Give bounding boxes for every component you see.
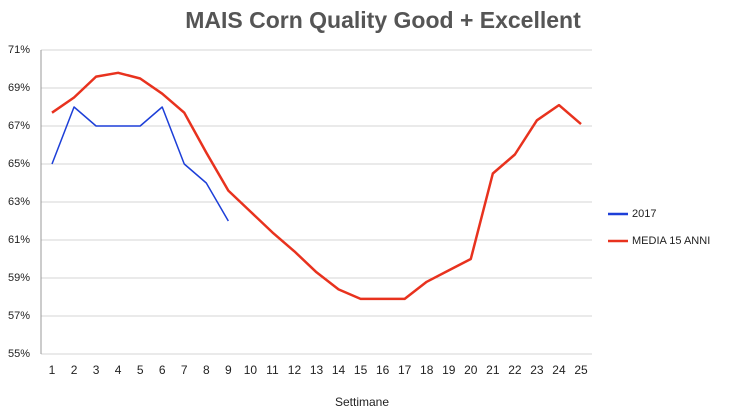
x-tick-label: 2 xyxy=(71,363,78,377)
series-line xyxy=(51,71,582,301)
y-tick-label: 65% xyxy=(8,158,30,170)
x-tick-label: 20 xyxy=(464,363,478,377)
x-tick-label: 12 xyxy=(288,363,302,377)
x-tick-label: 17 xyxy=(398,363,412,377)
x-tick-label: 18 xyxy=(420,363,434,377)
y-tick-label: 55% xyxy=(8,348,30,360)
x-tick-label: 21 xyxy=(486,363,500,377)
x-tick-label: 15 xyxy=(354,363,368,377)
x-tick-label: 6 xyxy=(159,363,166,377)
legend-label: 2017 xyxy=(632,208,656,220)
x-tick-label: 14 xyxy=(332,363,346,377)
y-tick-label: 59% xyxy=(8,272,30,284)
y-tick-label: 63% xyxy=(8,196,30,208)
x-tick-label: 24 xyxy=(552,363,566,377)
x-tick-label: 16 xyxy=(376,363,390,377)
x-tick-label: 11 xyxy=(266,363,279,377)
y-tick-label: 71% xyxy=(8,44,30,56)
series-line xyxy=(51,106,229,222)
x-tick-label: 10 xyxy=(244,363,258,377)
x-tick-label: 4 xyxy=(115,363,122,377)
y-tick-label: 61% xyxy=(8,234,30,246)
x-tick-label: 19 xyxy=(442,363,456,377)
x-tick-label: 23 xyxy=(530,363,544,377)
x-tick-label: 3 xyxy=(93,363,100,377)
x-tick-label: 9 xyxy=(225,363,232,377)
x-tick-label: 22 xyxy=(508,363,522,377)
legend-label: MEDIA 15 ANNI xyxy=(632,235,710,247)
chart-title: MAIS Corn Quality Good + Excellent xyxy=(185,7,581,33)
x-tick-label: 5 xyxy=(137,363,144,377)
x-tick-label: 25 xyxy=(574,363,588,377)
x-axis-label: Settimane xyxy=(335,395,389,409)
y-tick-label: 67% xyxy=(8,120,30,132)
y-tick-label: 57% xyxy=(8,310,30,322)
y-tick-label: 69% xyxy=(8,82,30,94)
x-tick-label: 13 xyxy=(310,363,324,377)
x-tick-label: 7 xyxy=(181,363,188,377)
x-tick-label: 1 xyxy=(49,363,56,377)
x-tick-label: 8 xyxy=(203,363,210,377)
